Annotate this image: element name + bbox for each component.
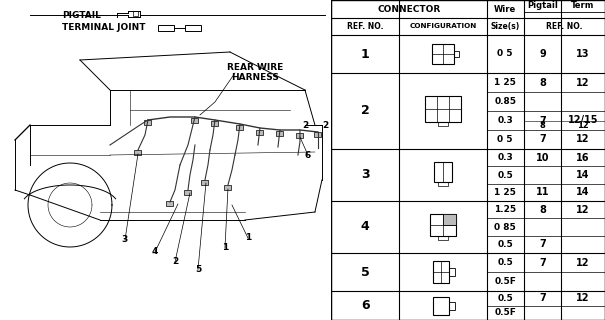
Text: 1 25: 1 25: [494, 78, 516, 87]
Text: 12: 12: [576, 134, 590, 145]
Text: 1: 1: [361, 47, 370, 60]
Text: 12: 12: [576, 258, 590, 268]
Bar: [133, 11, 138, 16]
Text: 11: 11: [536, 187, 549, 197]
Bar: [145, 119, 151, 124]
Text: 2: 2: [322, 121, 328, 130]
Text: Term: Term: [571, 2, 595, 11]
Text: 0 5: 0 5: [497, 135, 513, 144]
Text: 7: 7: [539, 293, 546, 303]
Text: 0.3: 0.3: [497, 153, 513, 162]
Text: 1 25: 1 25: [494, 188, 516, 197]
Text: 4: 4: [361, 220, 370, 234]
Text: 0.5F: 0.5F: [494, 308, 516, 317]
Bar: [185, 189, 191, 195]
Text: 5: 5: [195, 266, 201, 275]
Bar: [166, 201, 174, 205]
Bar: [449, 301, 455, 309]
Text: 14: 14: [576, 187, 590, 197]
Text: 8: 8: [540, 121, 545, 130]
Text: 2: 2: [361, 105, 370, 117]
Bar: [237, 124, 243, 130]
Text: 2: 2: [172, 258, 178, 267]
Bar: [434, 162, 452, 182]
Bar: [185, 25, 201, 31]
Bar: [438, 182, 448, 186]
Text: REF. NO.: REF. NO.: [546, 22, 583, 31]
Text: PIGTAIL: PIGTAIL: [62, 11, 101, 20]
Text: CONFIGURATION: CONFIGURATION: [409, 23, 476, 29]
Text: 0.5: 0.5: [497, 294, 513, 303]
Text: 7: 7: [539, 134, 546, 145]
Text: 12/15: 12/15: [567, 116, 598, 125]
Bar: [430, 214, 456, 236]
Text: 3: 3: [122, 236, 128, 244]
Bar: [134, 149, 142, 155]
Text: 10: 10: [536, 153, 549, 163]
Text: 0.5: 0.5: [497, 258, 513, 267]
Text: 5: 5: [361, 266, 370, 278]
Text: 7: 7: [539, 258, 546, 268]
Text: 8: 8: [539, 205, 546, 215]
Text: Wire: Wire: [494, 4, 517, 13]
Text: TERMINAL JOINT: TERMINAL JOINT: [62, 23, 145, 33]
Bar: [433, 297, 449, 315]
Bar: [276, 131, 284, 135]
Text: 7: 7: [539, 116, 546, 125]
Bar: [296, 132, 304, 138]
Text: 1.25: 1.25: [494, 205, 516, 214]
Bar: [433, 261, 449, 283]
Text: 0 85: 0 85: [494, 222, 516, 231]
Bar: [438, 122, 448, 126]
Text: 0.5F: 0.5F: [494, 277, 516, 286]
Bar: [425, 96, 461, 122]
Bar: [438, 236, 448, 240]
Text: REF. NO.: REF. NO.: [347, 22, 384, 31]
Text: 12: 12: [576, 293, 590, 303]
Bar: [443, 214, 456, 225]
Bar: [432, 44, 454, 64]
Text: 14: 14: [576, 170, 590, 180]
Text: 9: 9: [539, 49, 546, 59]
Text: 0.5: 0.5: [497, 240, 513, 249]
Text: Pigtail: Pigtail: [527, 2, 558, 11]
Text: 3: 3: [361, 169, 370, 181]
Bar: [158, 25, 174, 31]
Text: CONNECTOR: CONNECTOR: [378, 4, 440, 13]
Text: 4: 4: [152, 247, 158, 257]
Bar: [449, 268, 455, 276]
Text: REAR WIRE: REAR WIRE: [227, 63, 283, 73]
Text: 13: 13: [576, 49, 590, 59]
Bar: [201, 180, 209, 185]
Text: 0.3: 0.3: [497, 116, 513, 125]
Bar: [315, 132, 321, 137]
Text: 12: 12: [577, 121, 589, 130]
Text: 16: 16: [576, 153, 590, 163]
Text: HARNESS: HARNESS: [231, 74, 279, 83]
Text: 0.85: 0.85: [494, 97, 516, 106]
Text: 12: 12: [576, 205, 590, 215]
Text: 0 5: 0 5: [497, 50, 513, 59]
Bar: [212, 121, 218, 125]
Bar: [191, 117, 198, 123]
Text: Size(s): Size(s): [491, 22, 520, 31]
Bar: [224, 185, 232, 189]
Text: 1: 1: [222, 244, 228, 252]
Text: 1: 1: [245, 234, 251, 243]
Text: 6: 6: [305, 150, 311, 159]
Text: 8: 8: [539, 77, 546, 87]
Text: 12: 12: [576, 77, 590, 87]
Text: 2: 2: [302, 121, 308, 130]
Text: 7: 7: [539, 239, 546, 249]
Text: 6: 6: [361, 299, 370, 312]
Bar: [257, 130, 263, 134]
Bar: [454, 51, 459, 57]
Text: 0.5: 0.5: [497, 171, 513, 180]
